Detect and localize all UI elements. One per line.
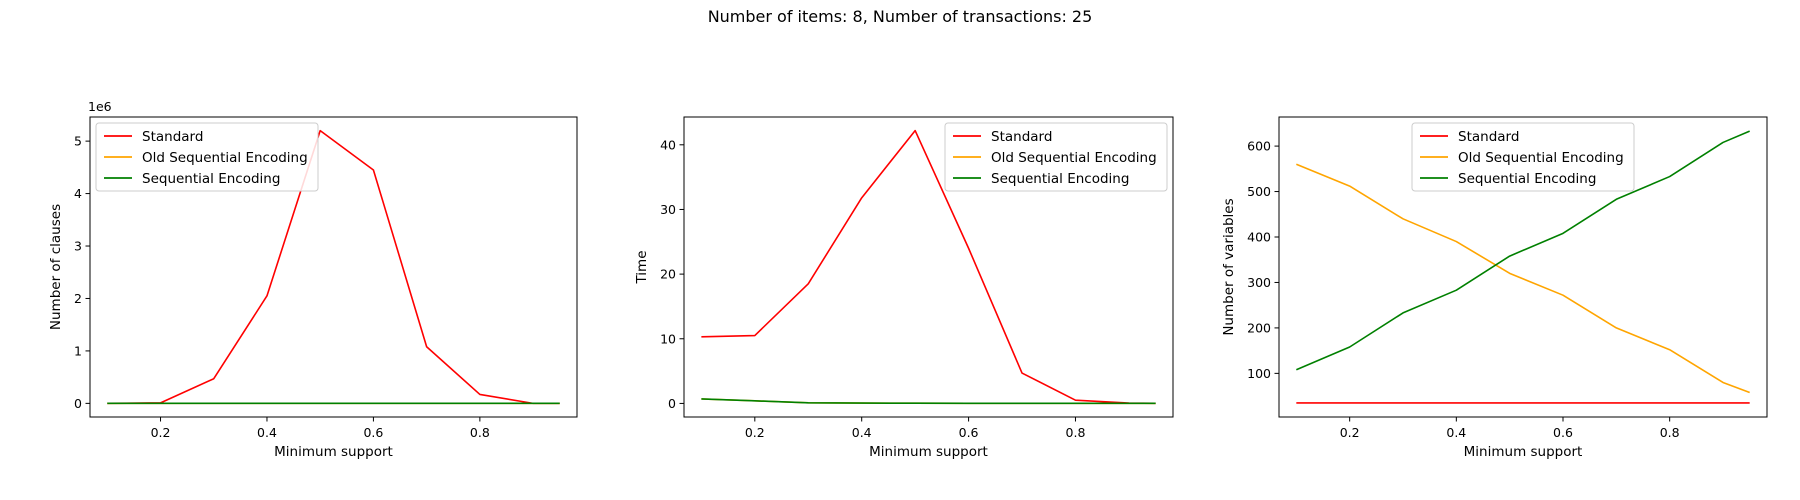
series-line-1 [107, 129, 560, 405]
x-axis-label: Minimum support [1464, 444, 1583, 460]
legend-label: Standard [1458, 129, 1519, 145]
y-tick-label: 600 [1247, 139, 1271, 154]
y-tick-label: 1 [74, 343, 82, 358]
y-tick-label: 500 [1247, 184, 1271, 199]
y-tick-label: 400 [1247, 230, 1271, 245]
plot-frame [89, 116, 578, 418]
plot-frame [1278, 116, 1768, 418]
chart-panel-variables: 0.2 0.4 0.6 0.8 100 200 300 400 500 600 Minimum su… [1221, 116, 1768, 460]
x-axis-label: Minimum support [274, 444, 393, 460]
x-tick-label: 0.6 [959, 425, 979, 440]
y-tick-label: 4 [74, 186, 82, 201]
x-tick-label: 0.8 [1660, 425, 1680, 440]
y-tick-label: 100 [1247, 366, 1271, 381]
y-tick-label: 5 [74, 134, 82, 149]
y-axis-label: Time [634, 250, 650, 284]
x-tick-label: 0.4 [1446, 425, 1466, 440]
x-tick-label: 0.2 [745, 425, 765, 440]
legend-label: Old Sequential Encoding [1458, 150, 1624, 166]
y-tick-label: 30 [660, 202, 676, 217]
legend: Standard Old Sequential Encoding Sequentia… [95, 122, 319, 192]
y-tick-label: 0 [74, 396, 82, 411]
series-line-1 [701, 129, 1156, 405]
y-tick-label: 200 [1247, 320, 1271, 335]
legend-box [95, 122, 319, 192]
legend: Standard Old Sequential Encoding Sequentia… [944, 122, 1168, 192]
series-line-2 [1296, 163, 1750, 394]
legend-label: Sequential Encoding [1458, 171, 1596, 187]
legend-label: Standard [142, 129, 203, 145]
x-tick-label: 0.8 [470, 425, 490, 440]
legend-label: Old Sequential Encoding [991, 150, 1157, 166]
chart-panel-clauses: 0.2 0.4 0.6 0.8 0 1 2 3 4 5 1e6 Minimum support Numb… [48, 99, 578, 460]
figure-suptitle: Number of items: 8, Number of transactio… [708, 7, 1093, 26]
x-tick-label: 0.4 [257, 425, 277, 440]
x-tick-label: 0.2 [1340, 425, 1360, 440]
legend-label: Sequential Encoding [991, 171, 1129, 187]
legend-box [1411, 122, 1635, 192]
y-axis-label: Number of variables [1221, 198, 1237, 335]
series-line-3 [701, 398, 1156, 405]
y-tick-label: 300 [1247, 275, 1271, 290]
y-tick-label: 40 [660, 137, 676, 152]
y-tick-label: 20 [660, 267, 676, 282]
legend-box [944, 122, 1168, 192]
plot-frame [683, 116, 1174, 418]
legend-label: Old Sequential Encoding [142, 150, 308, 166]
y-tick-label: 10 [660, 331, 676, 346]
legend-label: Standard [991, 129, 1052, 145]
chart-panel-time: 0.2 0.4 0.6 0.8 0 10 20 30 40 Minimum support Time… [634, 116, 1174, 460]
y-tick-label: 0 [668, 396, 676, 411]
series-line-3 [1296, 130, 1750, 371]
legend: Standard Old Sequential Encoding Sequentia… [1411, 122, 1635, 192]
x-tick-label: 0.2 [151, 425, 171, 440]
y-offset-label: 1e6 [88, 99, 112, 114]
legend-label: Sequential Encoding [142, 171, 280, 187]
x-tick-label: 0.4 [852, 425, 872, 440]
y-axis-label: Number of clauses [48, 204, 64, 330]
y-tick-label: 3 [74, 239, 82, 254]
x-axis-label: Minimum support [869, 444, 988, 460]
y-tick-label: 2 [74, 291, 82, 306]
x-tick-label: 0.6 [1553, 425, 1573, 440]
x-tick-label: 0.6 [363, 425, 383, 440]
x-tick-label: 0.8 [1066, 425, 1086, 440]
